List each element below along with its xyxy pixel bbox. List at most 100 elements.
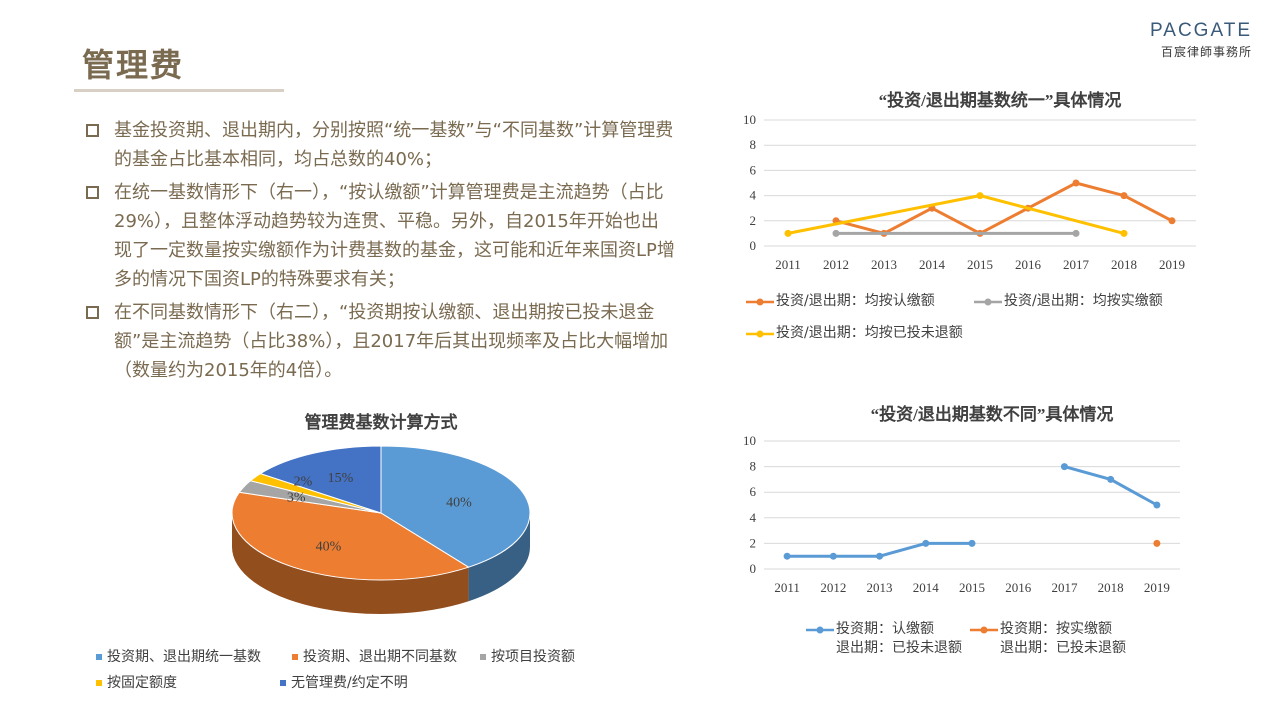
pie-slice bbox=[259, 445, 382, 514]
pie-legend-item: 无管理费/约定不明 bbox=[280, 672, 408, 692]
legend-swatch bbox=[292, 654, 298, 660]
legend-label: 退出期：已投未退额 bbox=[836, 640, 962, 656]
pie-slice bbox=[231, 491, 470, 581]
data-point bbox=[1107, 475, 1115, 483]
data-point bbox=[922, 539, 930, 547]
data-point bbox=[1060, 463, 1068, 471]
pie-data-label: 3% bbox=[287, 491, 306, 506]
y-tick-label: 4 bbox=[750, 510, 757, 525]
legend-swatch bbox=[280, 680, 286, 686]
y-tick-label: 8 bbox=[750, 137, 757, 152]
pie-legend-item: 投资期、退出期统一基数 bbox=[96, 646, 261, 666]
line-legend-item: 投资期：认缴额退出期：已投未退额 bbox=[806, 620, 962, 658]
legend-label: 退出期：已投未退额 bbox=[1000, 640, 1126, 656]
line-chart-unified: “投资/退出期基数统一”具体情况 0 2 4 6 8 10 2011 2012 2013 2014 2… bbox=[743, 90, 1196, 272]
pie-slice bbox=[380, 445, 531, 568]
pie-legend-item: 按固定额度 bbox=[96, 672, 177, 692]
bullet-list: 基金投资期、退出期内，分别按照“统一基数”与“不同基数”计算管理费的基金占比基本… bbox=[86, 116, 676, 389]
data-point bbox=[783, 552, 791, 560]
legend-swatch bbox=[480, 654, 486, 660]
x-tick-label: 2019 bbox=[1144, 580, 1170, 595]
line-chart-different: “投资/退出期基数不同”具体情况 0 2 4 6 8 10 2011 2012 2013 2014 2… bbox=[743, 404, 1180, 595]
y-tick-label: 4 bbox=[750, 188, 757, 203]
data-point bbox=[1168, 217, 1176, 225]
legend-label: 投资/退出期：均按实缴额 bbox=[1004, 293, 1163, 309]
legend-swatch bbox=[974, 298, 1002, 306]
x-tick-label: 2016 bbox=[1015, 257, 1042, 272]
x-tick-label: 2013 bbox=[867, 580, 893, 595]
line-chart-unified-legend: 投资/退出期：均按认缴额 投资/退出期：均按实缴额投资/退出期：均按已投未退额 bbox=[746, 292, 1246, 352]
data-point bbox=[829, 552, 837, 560]
y-tick-label: 2 bbox=[750, 535, 757, 550]
x-tick-label: 2012 bbox=[823, 257, 849, 272]
bullet-text: 在不同基数情形下（右二），“投资期按认缴额、退出期按已投未退金额”是主流趋势（占… bbox=[114, 302, 669, 381]
bullet-item: 在统一基数情形下（右一），“按认缴额”计算管理费是主流趋势（占比29%），且整体… bbox=[86, 178, 676, 294]
pie-slice-side bbox=[468, 513, 530, 602]
x-tick-label: 2019 bbox=[1159, 257, 1185, 272]
series-line bbox=[835, 181, 1173, 236]
y-tick-label: 6 bbox=[750, 484, 757, 499]
square-bullet-icon bbox=[86, 186, 99, 199]
data-point bbox=[1153, 539, 1161, 547]
legend-swatch bbox=[746, 298, 774, 306]
pie-legend-item: 按项目投资额 bbox=[480, 646, 575, 666]
data-point bbox=[1072, 179, 1080, 187]
series-line bbox=[787, 194, 1125, 235]
bullet-item: 在不同基数情形下（右二），“投资期按认缴额、退出期按已投未退金额”是主流趋势（占… bbox=[86, 298, 676, 385]
legend-swatch bbox=[746, 330, 774, 338]
legend-swatch bbox=[96, 654, 102, 660]
y-tick-label: 10 bbox=[743, 112, 756, 127]
data-point bbox=[968, 539, 976, 547]
line-legend-item: 投资/退出期：均按认缴额 bbox=[746, 292, 935, 311]
bullet-item: 基金投资期、退出期内，分别按照“统一基数”与“不同基数”计算管理费的基金占比基本… bbox=[86, 116, 676, 174]
line-legend-item: 投资/退出期：均按实缴额 bbox=[974, 292, 1163, 311]
legend-swatch bbox=[970, 626, 998, 634]
y-tick-label: 0 bbox=[750, 561, 757, 576]
data-point bbox=[976, 192, 984, 200]
legend-label: 投资/退出期：均按认缴额 bbox=[776, 293, 935, 309]
pie-legend-item: 投资期、退出期不同基数 bbox=[292, 646, 457, 666]
page-title: 管理费 bbox=[82, 46, 185, 84]
x-tick-label: 2012 bbox=[820, 580, 846, 595]
pie-slice-side bbox=[232, 513, 469, 614]
y-tick-label: 8 bbox=[750, 459, 757, 474]
data-point bbox=[1072, 229, 1080, 237]
legend-label: 投资期：认缴额 bbox=[836, 621, 934, 637]
y-tick-label: 0 bbox=[750, 238, 757, 253]
logo: PACGATE 百宸律師事務所 bbox=[1150, 20, 1252, 60]
x-tick-label: 2014 bbox=[913, 580, 940, 595]
data-point bbox=[1153, 501, 1161, 509]
pie-data-label: 15% bbox=[328, 471, 354, 486]
x-tick-label: 2015 bbox=[967, 257, 993, 272]
series-line bbox=[1064, 465, 1158, 507]
pie-chart: 管理费基数计算方式 40% 40% 3%2% 15% bbox=[231, 412, 531, 614]
data-point bbox=[1120, 229, 1128, 237]
x-tick-label: 2018 bbox=[1098, 580, 1124, 595]
x-tick-label: 2015 bbox=[959, 580, 985, 595]
pie-data-label: 40% bbox=[316, 540, 342, 555]
legend-label: 投资期、退出期统一基数 bbox=[107, 649, 261, 665]
y-tick-label: 2 bbox=[750, 213, 757, 228]
x-tick-label: 2017 bbox=[1051, 580, 1078, 595]
x-tick-label: 2013 bbox=[871, 257, 897, 272]
data-point bbox=[1120, 192, 1128, 200]
line-chart-different-legend: 投资期：认缴额退出期：已投未退额 投资期：按实缴额 退出期：已投未退额 bbox=[806, 620, 1206, 664]
line-legend-item: 投资/退出期：均按已投未退额 bbox=[746, 324, 963, 343]
logo-text-en: PACGATE bbox=[1150, 20, 1252, 41]
pie-data-label: 40% bbox=[446, 496, 472, 511]
pie-legend: 投资期、退出期统一基数 投资期、退出期不同基数 按项目投资额按固定额度 无管理费/约定… bbox=[96, 646, 656, 694]
legend-label: 投资/退出期：均按已投未退额 bbox=[776, 325, 963, 341]
line-legend-item: 投资期：按实缴额 退出期：已投未退额 bbox=[970, 620, 1126, 658]
x-tick-label: 2011 bbox=[775, 257, 801, 272]
legend-swatch bbox=[96, 680, 102, 686]
bullet-text: 在统一基数情形下（右一），“按认缴额”计算管理费是主流趋势（占比29%），且整体… bbox=[114, 182, 675, 290]
square-bullet-icon bbox=[86, 124, 99, 137]
legend-swatch bbox=[806, 626, 834, 634]
x-tick-label: 2016 bbox=[1005, 580, 1031, 595]
x-tick-label: 2014 bbox=[919, 257, 946, 272]
legend-label: 按固定额度 bbox=[107, 675, 177, 691]
logo-text-cn: 百宸律師事務所 bbox=[1160, 45, 1252, 59]
x-tick-label: 2011 bbox=[774, 580, 800, 595]
chart-title: “投资/退出期基数不同”具体情况 bbox=[871, 404, 1114, 424]
pie-chart-title: 管理费基数计算方式 bbox=[305, 412, 458, 432]
